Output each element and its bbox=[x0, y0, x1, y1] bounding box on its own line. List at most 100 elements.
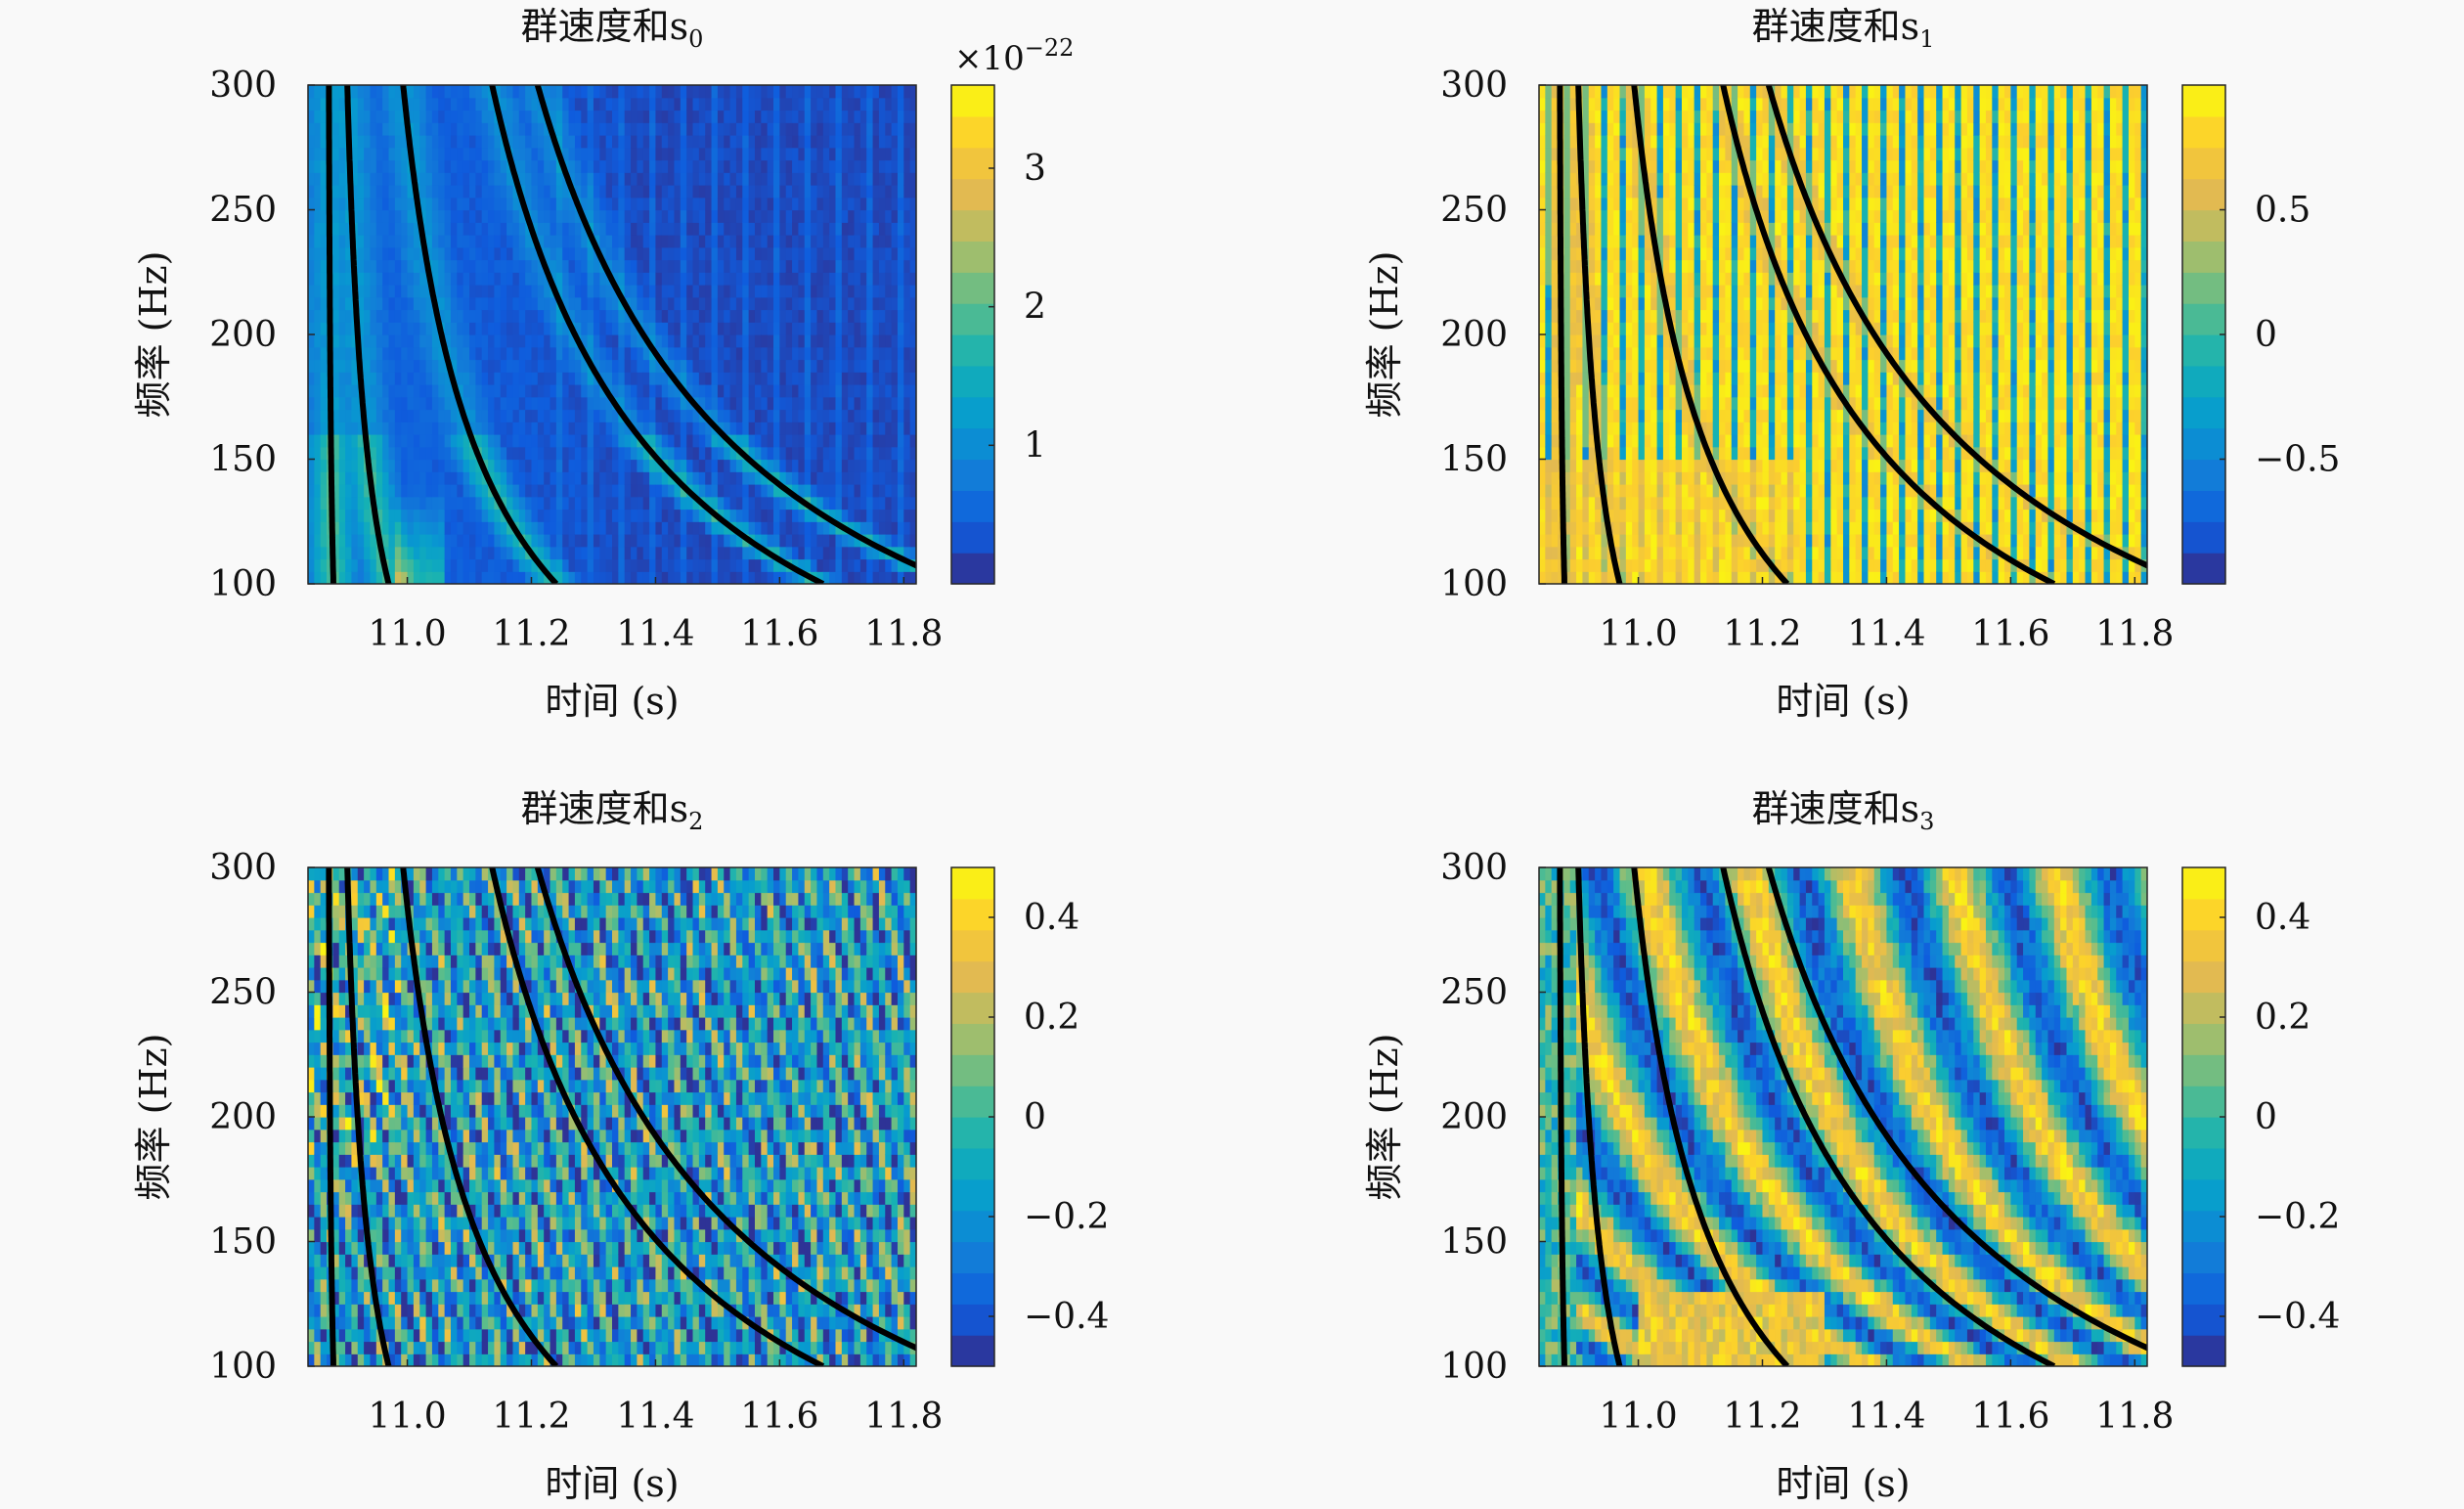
heatmap-cell bbox=[767, 209, 774, 223]
heatmap-cell bbox=[568, 372, 576, 385]
heatmap-cell bbox=[506, 122, 514, 136]
heatmap-cell bbox=[612, 546, 619, 560]
heatmap-cell bbox=[909, 147, 916, 161]
heatmap-cell bbox=[729, 246, 737, 261]
heatmap-cell bbox=[1588, 509, 1596, 522]
heatmap-cell bbox=[618, 185, 626, 199]
heatmap-cell bbox=[1650, 209, 1658, 223]
heatmap-cell bbox=[450, 222, 458, 236]
heatmap-cell bbox=[661, 571, 669, 584]
heatmap-cell bbox=[1595, 246, 1603, 261]
heatmap-cell bbox=[1688, 359, 1695, 373]
heatmap-cell bbox=[469, 85, 476, 99]
heatmap-cell bbox=[450, 285, 458, 298]
heatmap-cell bbox=[612, 159, 619, 173]
heatmap-cell bbox=[488, 285, 496, 298]
heatmap-cell bbox=[506, 422, 514, 435]
heatmap-cell bbox=[1632, 422, 1640, 435]
heatmap-cell bbox=[438, 471, 446, 485]
heatmap-cell bbox=[462, 509, 470, 522]
heatmap-cell bbox=[717, 459, 725, 472]
heatmap-cell bbox=[637, 534, 644, 548]
heatmap-cell bbox=[692, 122, 700, 136]
heatmap-cell bbox=[1613, 422, 1621, 435]
colorbar-tick-label: 1 bbox=[1024, 425, 1046, 466]
heatmap-cell bbox=[320, 534, 328, 548]
heatmap-cell bbox=[338, 135, 346, 149]
heatmap-cell bbox=[804, 296, 812, 311]
heatmap-cell bbox=[642, 110, 650, 123]
heatmap-cell bbox=[1656, 384, 1664, 398]
heatmap-cell bbox=[444, 197, 452, 211]
heatmap-cell bbox=[605, 534, 613, 548]
heatmap-cell bbox=[1539, 359, 1546, 373]
heatmap-cell bbox=[581, 159, 589, 173]
heatmap-cell bbox=[1551, 471, 1559, 485]
heatmap-cell bbox=[375, 135, 383, 149]
heatmap-cell bbox=[816, 209, 824, 223]
heatmap-cell bbox=[555, 246, 563, 261]
heatmap-cell bbox=[717, 496, 725, 510]
heatmap-cell bbox=[668, 496, 676, 510]
heatmap-cell bbox=[711, 496, 719, 510]
heatmap-cell bbox=[450, 296, 458, 311]
heatmap-cell bbox=[624, 235, 632, 248]
heatmap-cell bbox=[518, 346, 526, 361]
heatmap-cell bbox=[364, 409, 372, 422]
heatmap-cell bbox=[500, 322, 507, 335]
heatmap-cell bbox=[568, 197, 576, 211]
heatmap-cell bbox=[364, 235, 372, 248]
heatmap-cell bbox=[1545, 484, 1553, 498]
heatmap-cell bbox=[1675, 309, 1683, 323]
heatmap-cell bbox=[574, 272, 582, 286]
heatmap-cell bbox=[1606, 246, 1614, 261]
heatmap-cell bbox=[773, 546, 780, 560]
heatmap-cell bbox=[624, 509, 632, 522]
heatmap-cell bbox=[637, 409, 644, 422]
heatmap-cell bbox=[748, 546, 756, 560]
heatmap-cell bbox=[754, 85, 762, 99]
heatmap-cell bbox=[1669, 446, 1677, 461]
heatmap-cell bbox=[767, 172, 774, 186]
heatmap-cell bbox=[1595, 496, 1603, 510]
heatmap-cell bbox=[1601, 235, 1608, 248]
heatmap-cell bbox=[555, 309, 563, 323]
heatmap-cell bbox=[450, 434, 458, 448]
heatmap-cell bbox=[742, 110, 750, 123]
heatmap-cell bbox=[711, 272, 719, 286]
heatmap-cell bbox=[724, 272, 731, 286]
heatmap-cell bbox=[1601, 122, 1608, 136]
heatmap-cell bbox=[444, 384, 452, 398]
heatmap-cell bbox=[816, 459, 824, 472]
heatmap-cell bbox=[351, 147, 359, 161]
heatmap-cell bbox=[767, 521, 774, 535]
heatmap-cell bbox=[792, 484, 800, 498]
heatmap-cell bbox=[1662, 97, 1670, 111]
heatmap-cell bbox=[568, 346, 576, 361]
heatmap-cell bbox=[308, 558, 315, 572]
heatmap-cell bbox=[655, 296, 663, 311]
heatmap-cell bbox=[500, 97, 507, 111]
heatmap-cell bbox=[624, 122, 632, 136]
heatmap-cell bbox=[798, 334, 806, 348]
heatmap-cell bbox=[544, 534, 551, 548]
heatmap-cell bbox=[506, 185, 514, 199]
heatmap-cell bbox=[593, 434, 600, 448]
heatmap-cell bbox=[717, 509, 725, 522]
heatmap-cell bbox=[518, 384, 526, 398]
heatmap-cell bbox=[811, 346, 818, 361]
heatmap-cell bbox=[488, 571, 496, 584]
heatmap-cell bbox=[506, 471, 514, 485]
heatmap-cell bbox=[631, 85, 638, 99]
heatmap-cell bbox=[1625, 446, 1633, 461]
heatmap-cell bbox=[618, 521, 626, 535]
heatmap-cell bbox=[450, 359, 458, 373]
heatmap-cell bbox=[1601, 571, 1608, 584]
heatmap-cell bbox=[555, 97, 563, 111]
heatmap-cell bbox=[332, 334, 340, 348]
heatmap-cell bbox=[1681, 459, 1689, 472]
heatmap-cell bbox=[357, 172, 365, 186]
heatmap-cell bbox=[407, 459, 415, 472]
heatmap-cell bbox=[804, 372, 812, 385]
heatmap-cell bbox=[425, 172, 433, 186]
